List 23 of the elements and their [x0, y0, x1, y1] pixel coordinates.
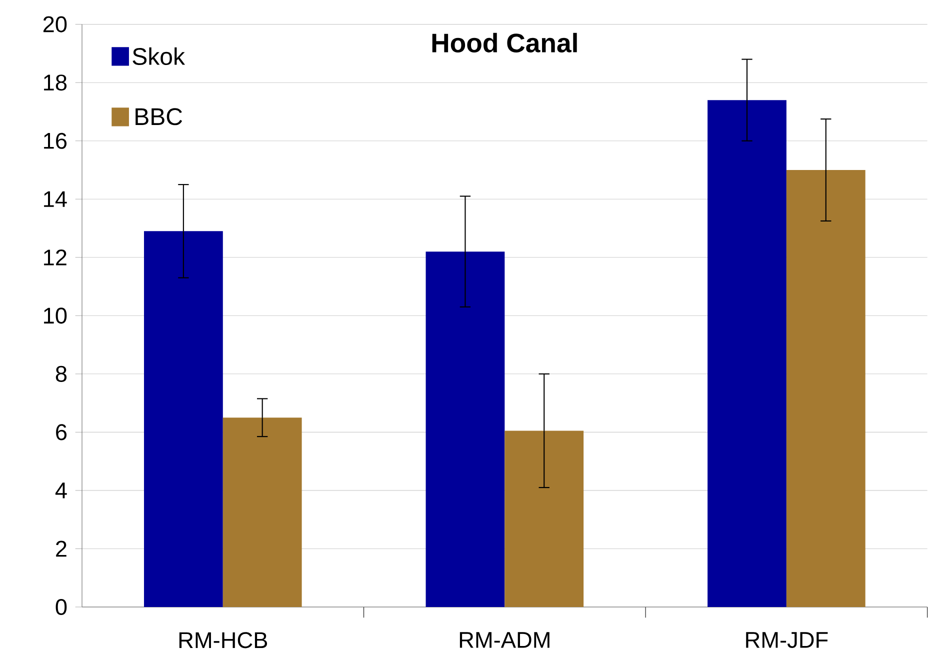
y-tick-label: 10: [44, 308, 67, 324]
bar: [504, 430, 584, 607]
y-tick-label: 14: [44, 191, 67, 207]
y-tick-label: 4: [55, 482, 67, 498]
y-tick-label: 8: [56, 366, 67, 382]
y-tick-label: 20: [43, 16, 67, 32]
x-tick-label: RM-ADM: [460, 632, 550, 648]
bar: [786, 170, 866, 607]
x-tick-label: RM-JDF: [746, 632, 828, 648]
bar: [708, 100, 786, 607]
bar: [222, 418, 302, 607]
y-tick-label: 18: [44, 74, 67, 91]
legend-label: BBC: [136, 108, 182, 126]
x-tick-label: RM-HCB: [179, 632, 268, 648]
y-tick-label: 2: [56, 540, 66, 557]
bar: [144, 231, 223, 607]
chart-title: Hood Canal: [432, 32, 577, 52]
y-tick-label: 0: [56, 598, 67, 616]
y-tick-label: 16: [44, 132, 67, 149]
legend-label: Skok: [132, 47, 186, 66]
y-tick-label: 12: [44, 249, 66, 266]
y-tick-label: 6: [56, 424, 67, 440]
bar: [426, 252, 505, 607]
